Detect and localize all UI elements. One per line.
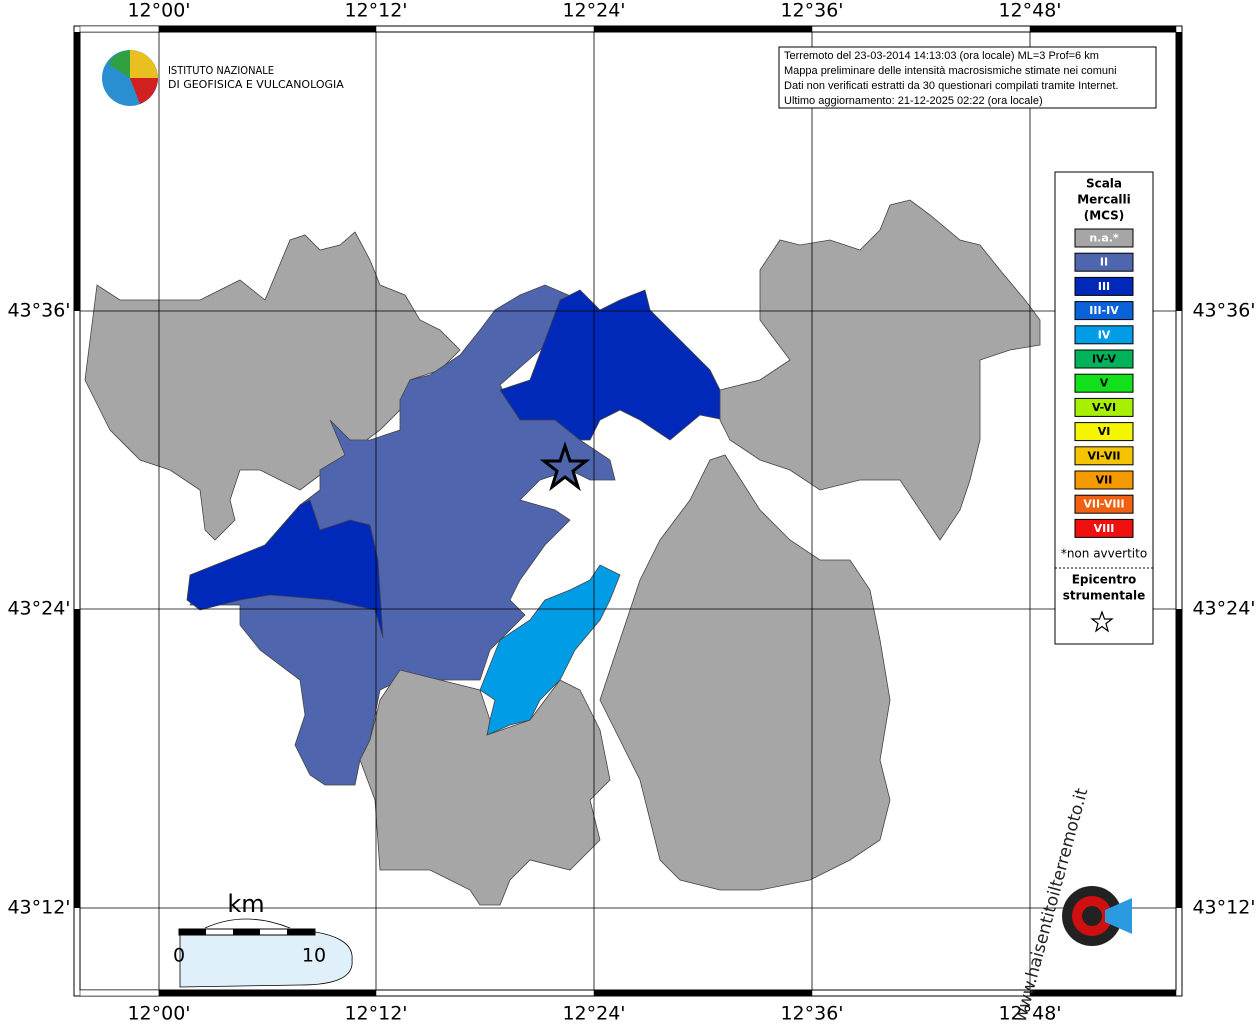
legend-label: VI-VII — [1087, 449, 1120, 462]
institute-name: DI GEOFISICA E VULCANOLOGIA — [168, 78, 344, 91]
lon-label: 12°36' — [780, 0, 843, 22]
scale-ruler — [287, 929, 315, 935]
legend-swatch — [1074, 422, 1134, 442]
legend-label: VII-VIII — [1083, 498, 1124, 511]
legend-label: III — [1098, 280, 1110, 293]
axis-labels: 12°00' 12°00' 12°12' 12°12' 12°24' 12°24' 12°3… — [7, 0, 1255, 1025]
frame-bar — [74, 32, 80, 311]
legend-label: II — [1100, 256, 1108, 269]
legend-swatch — [1074, 518, 1134, 538]
lat-label: 43°12' — [7, 897, 70, 919]
frame-bar — [158, 989, 377, 997]
info-line: Dati non verificati estratti da 30 quest… — [784, 80, 1118, 92]
scale-ruler — [233, 929, 260, 935]
legend-swatch — [1074, 252, 1134, 272]
frame-bar — [74, 609, 80, 908]
legend-label: III-IV — [1089, 304, 1119, 317]
legend-swatch — [1074, 349, 1134, 369]
region-na — [599, 454, 891, 891]
legend-title: Scala — [1086, 177, 1122, 191]
frame-bar — [1029, 25, 1177, 33]
lon-label: 12°00' — [127, 0, 190, 22]
legend-label: IV — [1098, 328, 1111, 341]
frame-ticks — [74, 25, 1182, 997]
logo-segment — [108, 50, 130, 78]
legend-title: Mercalli — [1077, 193, 1131, 207]
legend-swatch — [1074, 494, 1134, 514]
legend-swatch — [1074, 301, 1134, 321]
lon-label: 12°12' — [344, 0, 407, 22]
scale-label: 10 — [302, 945, 326, 967]
info-line: Ultimo aggiornamento: 21-12-2025 02:22 (… — [784, 95, 1043, 107]
frame-bar — [593, 25, 813, 33]
legend-star — [1090, 610, 1114, 633]
scale-bar: km 0 10 — [173, 890, 353, 988]
lon-label: 12°00' — [127, 1003, 190, 1025]
legend-label: n.a.* — [1089, 232, 1119, 245]
lat-label: 43°36' — [1192, 300, 1255, 322]
legend-title: (MCS) — [1084, 209, 1125, 223]
region-iii — [186, 499, 384, 639]
logo-segment — [130, 50, 158, 78]
lon-label: 12°48' — [998, 0, 1061, 22]
info-line: Terremoto del 23-03-2014 14:13:03 (ora l… — [784, 50, 1099, 62]
frame-bar — [593, 989, 813, 997]
legend-label: IV-V — [1092, 353, 1117, 366]
region-na — [84, 231, 461, 541]
legend-label: VI — [1098, 425, 1111, 438]
lon-label: 12°48' — [998, 1003, 1061, 1025]
epicenter-star — [539, 441, 591, 492]
region-na — [359, 669, 611, 906]
info-box: Terremoto del 23-03-2014 14:13:03 (ora l… — [778, 46, 1157, 109]
lon-label: 12°24' — [562, 1003, 625, 1025]
legend-swatch — [1074, 446, 1134, 466]
info-line: Mappa preliminare delle intensità macros… — [784, 65, 1117, 77]
lon-label: 12°36' — [780, 1003, 843, 1025]
legend-epicenter: strumentale — [1063, 589, 1146, 603]
legend-label: V — [1100, 377, 1109, 390]
legend-epicenter: Epicentro — [1072, 573, 1137, 587]
lon-label: 12°12' — [344, 1003, 407, 1025]
lat-label: 43°36' — [7, 300, 70, 322]
legend-swatch — [1074, 470, 1134, 490]
ingv-logo: ISTITUTO NAZIONALE DI GEOFISICA E VULCAN… — [102, 50, 344, 106]
legend-swatch — [1074, 228, 1134, 248]
frame-bar — [79, 25, 160, 33]
legend-label: VIII — [1094, 522, 1115, 535]
regions — [84, 199, 1041, 906]
frame-bar — [1176, 32, 1182, 311]
scale-ruler — [179, 929, 206, 935]
scale-shape — [204, 918, 291, 929]
legend: Scala Mercalli (MCS) *non avvertito Epic… — [1054, 171, 1154, 645]
info-frame — [778, 46, 1157, 109]
lat-label: 43°24' — [7, 598, 70, 620]
institute-name: ISTITUTO NAZIONALE — [168, 64, 274, 77]
legend-swatch — [1074, 276, 1134, 296]
scale-label: 0 — [173, 945, 185, 967]
legend-label: V-VI — [1092, 401, 1116, 414]
frame-bar — [1029, 989, 1177, 997]
legend-swatch — [1074, 325, 1134, 345]
frame-bar — [79, 989, 160, 997]
legend-label: VII — [1096, 474, 1113, 487]
lat-label: 43°24' — [1192, 598, 1255, 620]
scale-shape — [179, 929, 353, 988]
legend-swatch — [1074, 397, 1134, 417]
grid — [80, 32, 1176, 990]
region-na — [719, 199, 1041, 541]
lon-label: 12°24' — [562, 0, 625, 22]
lat-label: 43°12' — [1192, 897, 1255, 919]
frame-bar — [1176, 609, 1182, 908]
logo-speaker — [1105, 898, 1132, 934]
legend-note: *non avvertito — [1061, 547, 1147, 561]
logo-segment — [130, 78, 158, 104]
logo-target — [1082, 906, 1102, 926]
frame-bar — [158, 25, 377, 33]
legend-swatch — [1074, 373, 1134, 393]
scale-unit: km — [227, 890, 264, 918]
